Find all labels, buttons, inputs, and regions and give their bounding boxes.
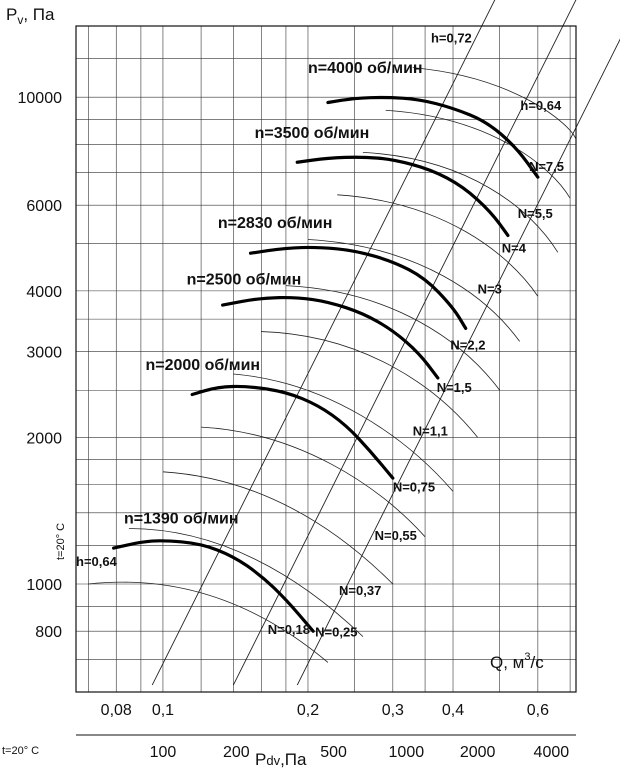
plot-frame — [75, 25, 577, 693]
x-tick-label: 0,4 — [442, 702, 464, 719]
power-label: N=1,1 — [413, 423, 448, 438]
power-label: N=4 — [502, 240, 527, 255]
pdv-axis-title: Pdv,Па — [255, 750, 307, 769]
power-isoline — [128, 528, 364, 637]
performance-curve — [221, 295, 440, 380]
series-label: n=2000 об/мин — [145, 357, 260, 374]
power-isoline — [307, 239, 520, 342]
x-tick-label: 0,3 — [382, 702, 404, 719]
power-isoline — [285, 285, 501, 391]
y-axis-title: Pv, Па — [6, 5, 55, 27]
temperature-note-vertical: t=20° C — [55, 523, 67, 560]
power-label: N=5,5 — [518, 206, 553, 221]
pdv-tick-label: 4000 — [534, 744, 570, 761]
y-tick-label: 2000 — [26, 430, 62, 447]
power-label: N=0,25 — [315, 625, 357, 640]
series-label: n=2500 об/мин — [187, 272, 302, 289]
y-tick-label: 6000 — [26, 198, 62, 215]
power-isoline — [233, 373, 454, 492]
power-label: N=0,37 — [339, 583, 381, 598]
pdv-tick-label: 100 — [150, 744, 177, 761]
efficiency-labels: h=0,72 h=0,64 h=0,64 — [76, 30, 562, 568]
efficiency-label: h=0,72 — [431, 30, 472, 45]
power-isoline — [88, 581, 329, 663]
power-labels: N=0,18 N=0,25 N=0,37 N=0,55 N=0,75 N=1,1 N=1,5… — [268, 159, 564, 639]
efficiency-label: h=0,64 — [520, 98, 562, 113]
power-label: N=0,55 — [375, 528, 417, 543]
power-isoline — [201, 426, 426, 538]
pdv-tick-label: 500 — [320, 744, 347, 761]
efficiency-ray — [296, 38, 620, 686]
y-tick-label: 3000 — [26, 345, 62, 362]
pdv-tick-labels: 100 200 500 1000 2000 4000 — [150, 744, 570, 761]
y-tick-label: 1000 — [26, 577, 62, 594]
power-isoline — [412, 67, 577, 140]
power-isoline — [337, 194, 539, 297]
performance-curve — [248, 245, 468, 330]
series-label: n=2830 об/мин — [218, 215, 333, 232]
y-tick-label: 800 — [35, 624, 62, 641]
performance-curve — [295, 155, 510, 238]
y-tick-label: 4000 — [26, 284, 62, 301]
power-label: N=2,2 — [450, 338, 485, 353]
performance-curve — [112, 539, 315, 633]
pdv-tick-label: 200 — [223, 744, 250, 761]
efficiency-ray — [232, 0, 577, 686]
series-label: n=4000 об/мин — [308, 60, 423, 77]
power-label: N=0,75 — [393, 479, 435, 494]
power-label: N=7,5 — [529, 159, 564, 174]
x-tick-label: 0,6 — [527, 702, 549, 719]
y-tick-labels: 800 1000 2000 3000 4000 6000 10000 — [18, 90, 63, 641]
x-tick-labels: 0,08 0,1 0,2 0,3 0,4 0,6 — [101, 702, 549, 719]
grid — [76, 26, 576, 692]
power-isoline — [162, 471, 394, 585]
power-isoline — [362, 152, 559, 253]
flow-axis-title: Q, м3/с — [490, 651, 544, 672]
series-label: n=3500 об/мин — [255, 125, 370, 142]
power-isoline — [261, 331, 478, 438]
performance-curve — [190, 384, 395, 480]
pdv-tick-label: 2000 — [460, 744, 496, 761]
x-tick-label: 0,08 — [101, 702, 132, 719]
power-label: N=0,18 — [268, 622, 310, 637]
performance-curve — [326, 95, 540, 179]
series-label: n=1390 об/мин — [124, 511, 239, 528]
performance-curves — [112, 95, 540, 633]
y-tick-label: 10000 — [18, 90, 63, 107]
pdv-tick-label: 1000 — [389, 744, 425, 761]
series-labels: n=1390 об/мин n=2000 об/мин n=2500 об/мин n… — [124, 60, 423, 528]
temperature-note-bottom: t=20° C — [2, 745, 39, 757]
x-tick-label: 0,1 — [152, 702, 174, 719]
efficiency-label: h=0,64 — [76, 554, 118, 569]
x-tick-label: 0,2 — [297, 702, 319, 719]
power-label: N=1,5 — [437, 380, 472, 395]
power-label: N=3 — [478, 282, 502, 297]
power-guide-lines — [88, 0, 620, 686]
